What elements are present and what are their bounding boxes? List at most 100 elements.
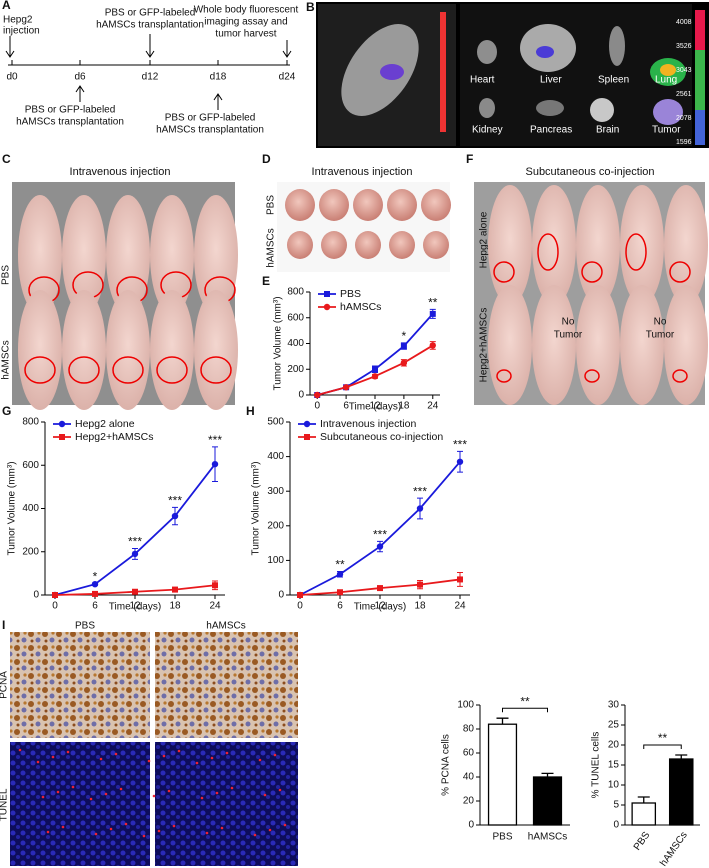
y-tick-label: 200 <box>287 364 304 375</box>
y-tick-label: 0 <box>278 590 284 601</box>
timeline-text: tumor harvest <box>215 29 276 40</box>
tumor <box>423 231 449 259</box>
point <box>400 359 408 367</box>
significance: *** <box>168 494 182 508</box>
organ <box>479 98 495 118</box>
tunel-dot <box>177 749 181 753</box>
timeline-text: Hepg2 <box>3 15 33 26</box>
photo-note: No <box>562 317 575 328</box>
point <box>429 342 436 349</box>
tunel-dot <box>278 788 282 792</box>
row-label: Hepg2+hAMSCs <box>479 308 490 383</box>
organ <box>653 99 683 125</box>
significance: ** <box>428 296 438 310</box>
colorbar <box>695 10 705 50</box>
point <box>92 590 98 597</box>
point <box>211 460 219 468</box>
organ <box>609 26 625 66</box>
arrow-head <box>213 93 223 101</box>
organ <box>477 40 497 64</box>
row-label: hAMSCs <box>266 228 277 267</box>
timeline-text: injection <box>3 26 40 37</box>
tumor-circle <box>672 369 688 383</box>
x-tick-label: 18 <box>398 401 410 412</box>
tunel-dot <box>124 822 128 826</box>
tunel-dot <box>61 825 65 829</box>
legend-label: Hepg2 alone <box>75 418 135 430</box>
x-tick-label: 6 <box>337 601 343 612</box>
y-tick-label: 100 <box>457 700 474 711</box>
organ-label: Liver <box>540 75 562 86</box>
day-label: d6 <box>74 72 86 83</box>
x-tick-label: 24 <box>427 401 439 412</box>
tumor-circle <box>537 233 559 271</box>
mouse <box>62 290 106 410</box>
significance: *** <box>128 535 142 549</box>
tunel-dot <box>283 823 287 827</box>
tumor <box>321 231 347 259</box>
mouse <box>194 195 238 315</box>
error-bar <box>496 717 509 725</box>
panel-label: G <box>2 404 11 418</box>
tumor-circle <box>156 356 188 384</box>
mouse <box>106 290 150 410</box>
x-tick-label: PBS <box>632 830 653 853</box>
significance: ** <box>658 731 668 745</box>
point <box>297 592 303 598</box>
y-axis-label: Tumor Volume (mm³) <box>251 461 262 555</box>
panel-label: A <box>2 0 11 12</box>
point <box>336 571 344 578</box>
tumor-circle <box>24 356 56 384</box>
x-tick-label: 12 <box>369 401 381 412</box>
y-tick-label: 20 <box>608 740 620 751</box>
significance: * <box>93 569 98 583</box>
y-tick-label: 0 <box>468 820 474 831</box>
mouse <box>532 185 576 305</box>
panel-label: I <box>2 618 5 632</box>
y-tick-label: 10 <box>608 780 620 791</box>
y-tick-label: 400 <box>22 503 39 514</box>
x-axis-label: Time (days) <box>354 602 406 613</box>
y-tick-label: 0 <box>613 820 619 831</box>
y-tick-label: 30 <box>608 700 620 711</box>
error-bar <box>637 796 650 803</box>
tumor-circle <box>200 356 232 384</box>
tunel-dot <box>66 750 70 754</box>
y-tick-label: 600 <box>22 460 39 471</box>
tunel-dot <box>167 789 171 793</box>
panel-title: Subcutaneous co-injection <box>525 166 654 178</box>
point <box>131 550 139 558</box>
y-tick-label: 100 <box>267 555 284 566</box>
row-label: hAMSCs <box>1 340 12 379</box>
organ-label: Lung <box>655 75 677 86</box>
day-label: d0 <box>6 72 18 83</box>
y-tick-label: 800 <box>22 417 39 428</box>
y-tick-label: 200 <box>267 520 284 531</box>
y-tick-label: 25 <box>608 720 620 731</box>
panel-title: Intravenous injection <box>312 166 413 178</box>
tumor <box>287 231 313 259</box>
y-tick-label: 20 <box>463 796 475 807</box>
scale-label: 1596 <box>676 139 692 146</box>
tumor <box>355 231 381 259</box>
organ <box>590 98 614 122</box>
series-line <box>54 463 216 596</box>
x-tick-label: 0 <box>52 601 58 612</box>
tunel-dot <box>172 824 176 828</box>
x-tick-label: 24 <box>209 601 221 612</box>
tunel-dot <box>220 826 224 830</box>
tunel-dot <box>152 794 156 798</box>
x-axis-label: Time (days) <box>109 602 161 613</box>
tumor-circle <box>68 356 100 384</box>
tunel-dot <box>230 786 234 790</box>
point <box>416 505 424 512</box>
y-axis-label: Tumor Volume (mm³) <box>273 296 284 390</box>
point <box>91 580 99 588</box>
scale-label: 2561 <box>676 91 692 98</box>
legend-label: hAMSCs <box>340 301 381 313</box>
tumor <box>285 189 315 221</box>
organ <box>536 100 564 116</box>
histology-image <box>10 632 150 738</box>
tumor <box>421 189 451 221</box>
point <box>457 576 463 583</box>
